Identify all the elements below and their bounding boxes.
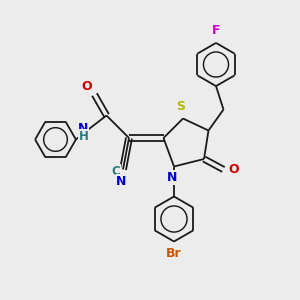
Text: S: S xyxy=(176,100,185,112)
Text: N: N xyxy=(167,171,178,184)
Text: N: N xyxy=(116,175,127,188)
Text: O: O xyxy=(81,80,92,93)
Text: H: H xyxy=(79,130,88,143)
Text: Br: Br xyxy=(166,247,182,260)
Text: F: F xyxy=(212,25,220,38)
Text: N: N xyxy=(78,122,88,135)
Text: O: O xyxy=(228,163,238,176)
Text: C: C xyxy=(111,165,120,178)
